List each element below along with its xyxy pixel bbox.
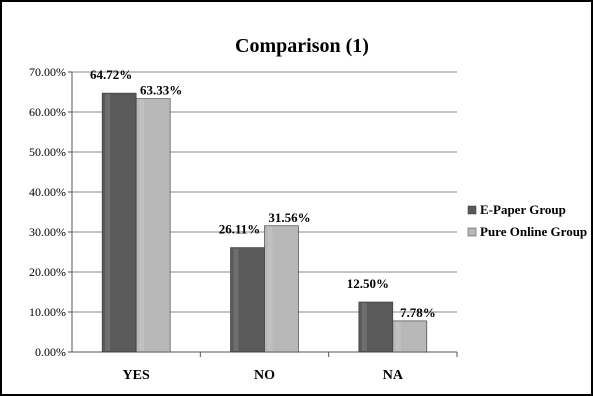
category-label: NO — [254, 368, 275, 383]
data-label: 12.50% — [347, 276, 389, 291]
category-label: YES — [123, 368, 150, 383]
bar — [101, 92, 137, 353]
legend-swatch — [467, 205, 477, 215]
y-tick-label: 0.00% — [35, 345, 66, 359]
bar-highlight — [105, 94, 111, 352]
y-tick-label: 70.00% — [29, 65, 66, 79]
chart-title: Comparison (1) — [235, 35, 369, 57]
data-label: 64.72% — [90, 67, 132, 82]
x-axis-categories: YES NO NA — [123, 352, 458, 383]
bar — [135, 98, 171, 353]
bar-highlight — [267, 226, 273, 351]
y-tick-label: 30.00% — [29, 225, 66, 239]
data-label: 26.11% — [219, 222, 261, 237]
bar-highlight — [395, 321, 401, 351]
bar — [264, 225, 299, 353]
y-tick-label: 50.00% — [29, 145, 66, 159]
data-label: 7.78% — [400, 305, 436, 320]
legend-label: E-Paper Group — [480, 202, 566, 217]
bar-highlight — [233, 248, 239, 351]
data-label: 31.56% — [268, 210, 310, 225]
bar-highlight — [361, 303, 367, 351]
legend-swatch — [467, 227, 477, 237]
legend-label: Pure Online Group — [480, 224, 587, 239]
y-tick-label: 40.00% — [29, 185, 66, 199]
category-label: NA — [383, 368, 404, 383]
bar — [230, 247, 265, 353]
data-labels: 64.72% 63.33% 26.11% 31.56% 12.50% 7.78% — [90, 67, 436, 320]
data-label: 63.33% — [140, 83, 182, 98]
y-tick-label: 60.00% — [29, 105, 66, 119]
legend: E-Paper Group Pure Online Group — [467, 202, 587, 239]
bar — [358, 301, 394, 353]
y-tick-label: 10.00% — [29, 305, 66, 319]
bar — [392, 320, 428, 353]
bars — [101, 92, 428, 353]
bar-highlight — [139, 99, 145, 352]
y-tick-label: 20.00% — [29, 265, 66, 279]
